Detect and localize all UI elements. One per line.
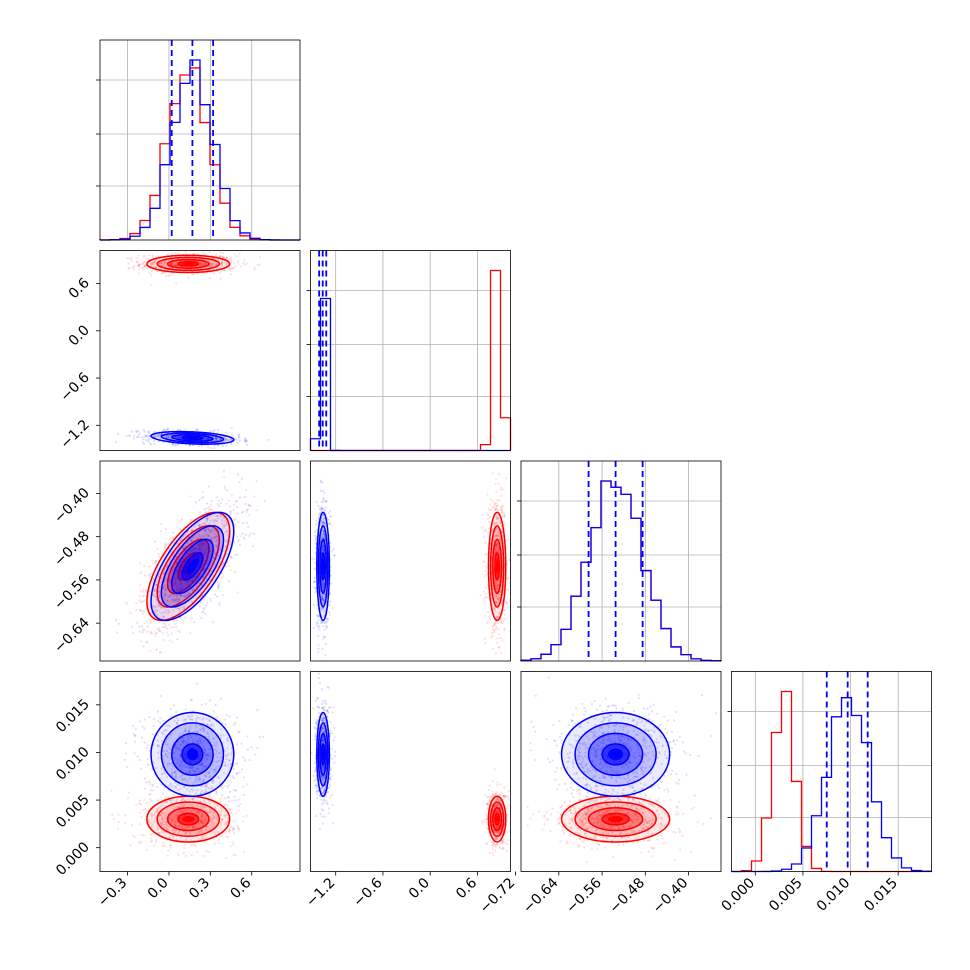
scatter-panel-2-0 (99, 460, 301, 662)
panel-background (310, 250, 511, 451)
scatter-panel-3-0 (99, 671, 301, 872)
density-peak-0 (495, 558, 499, 574)
panel-background (100, 671, 300, 872)
density-peak-1 (322, 748, 324, 761)
x-tick-label-1-0: −1.2 (303, 875, 338, 910)
y-tick-label-3-0: 0.000 (53, 839, 93, 879)
histogram-series-1 (520, 480, 722, 662)
y-tick-label-1-1: −0.6 (57, 370, 92, 405)
panel-frame (520, 460, 722, 662)
histogram-panel-0 (99, 39, 301, 241)
x-tick-label-2-1: −0.64 (520, 875, 562, 917)
panel-content (110, 682, 265, 860)
y-tick-label-3-3: 0.015 (53, 696, 93, 736)
x-tick-label-3-3: 0.015 (861, 875, 901, 915)
density-peak-1 (186, 748, 199, 761)
panel-content (114, 250, 270, 450)
density-peak-0 (495, 815, 499, 823)
x-tick-label-1-1: −0.6 (350, 875, 385, 910)
panel-frame (99, 39, 301, 241)
scatter-panel-3-2 (520, 671, 722, 872)
x-tick-label-1-2: 0.0 (406, 875, 433, 902)
y-tick-label-3-1: 0.005 (53, 792, 93, 832)
x-tick-label-0-1: 0.0 (145, 875, 172, 902)
y-tick-label-2-2: −0.56 (51, 571, 93, 613)
panel-content (115, 469, 266, 661)
x-tick-label-2-4: −0.40 (650, 875, 692, 917)
density-peak-1 (322, 558, 324, 574)
panel-frame (520, 671, 722, 872)
x-tick-label-2-3: −0.48 (606, 875, 648, 917)
scatter-panel-1-0 (99, 250, 301, 451)
panel-frame (310, 250, 511, 451)
scatter-panel-2-1 (310, 460, 511, 662)
density-peak-1 (608, 748, 624, 761)
y-tick-label-1-2: 0.0 (66, 322, 93, 349)
x-tick-label-2-2: −0.56 (563, 875, 605, 917)
x-tick-label-1-3: 0.6 (453, 875, 480, 902)
y-tick-label-2-3: −0.48 (51, 528, 93, 570)
histogram-panel-2 (520, 460, 722, 662)
x-tick-label-3-0: 0.000 (718, 875, 758, 915)
y-tick-label-1-3: 0.6 (66, 275, 93, 302)
panel-frame (310, 460, 511, 662)
panel-frame (99, 250, 301, 451)
corner-panels (99, 39, 933, 873)
panel-frame (310, 671, 511, 872)
panel-background (310, 461, 511, 661)
density-peak-0 (608, 815, 624, 823)
panel-frame (99, 460, 301, 662)
y-tick-label-3-2: 0.010 (53, 744, 93, 784)
panel-content (310, 472, 511, 657)
histogram-panel-1 (309, 250, 512, 452)
panel-background (521, 671, 721, 872)
histogram-panel-3 (730, 671, 933, 873)
panel-background (310, 671, 511, 872)
x-tick-label-2-0: −0.72 (477, 875, 519, 917)
density-peak-0 (182, 262, 195, 266)
x-tick-label-3-2: 0.010 (814, 875, 854, 915)
density-peak-0 (182, 815, 195, 823)
x-tick-label-0-0: −0.3 (95, 875, 130, 910)
panel-frame (99, 671, 301, 872)
panel-frame (731, 671, 932, 872)
x-tick-label-0-3: 0.6 (227, 875, 254, 902)
panel-background (100, 250, 300, 451)
y-tick-label-1-0: −1.2 (57, 417, 92, 452)
scatter-panel-3-1 (310, 671, 511, 872)
x-tick-label-0-2: 0.3 (186, 875, 213, 902)
panel-content (526, 676, 717, 864)
x-tick-label-3-1: 0.005 (766, 875, 806, 915)
density-peak-1 (186, 437, 199, 439)
y-tick-label-2-4: −0.40 (51, 485, 93, 527)
panel-content (310, 672, 511, 857)
y-tick-label-2-1: −0.64 (51, 615, 93, 657)
density-peak-1 (186, 558, 199, 574)
